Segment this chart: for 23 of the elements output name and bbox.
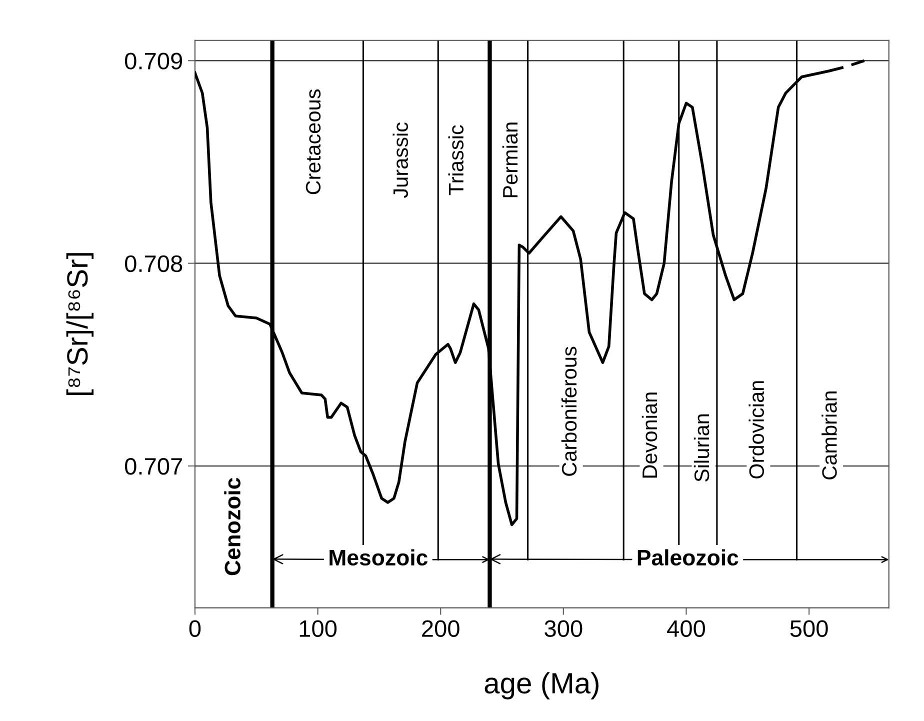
annotation: Triassic	[448, 125, 464, 196]
y-axis-title: [⁸⁷Sr]/[⁸⁶Sr]	[66, 253, 94, 396]
x-tick-label: 300	[544, 620, 582, 637]
annotation: Silurian	[694, 414, 710, 482]
x-tick-label: 200	[422, 620, 460, 637]
x-tick-label: 500	[790, 620, 828, 637]
annotation: Cambrian	[822, 392, 837, 480]
annotation: Carboniferous	[561, 346, 577, 476]
annotation: Cenozoic	[224, 478, 240, 576]
y-tick-label: 0.709	[125, 52, 182, 70]
annotation: Jurassic	[392, 122, 408, 198]
x-tick-label: 400	[667, 620, 706, 637]
annotation: Ordovician	[748, 381, 764, 478]
annotation: Paleozoic	[638, 549, 738, 566]
annotation: Devonian	[642, 392, 658, 478]
annotation: Cretaceous	[306, 89, 321, 194]
x-tick-label: 0	[189, 620, 201, 637]
y-tick-label: 0.708	[125, 255, 182, 272]
x-axis-title: age (Ma)	[484, 672, 598, 700]
y-tick-label: 0.707	[125, 458, 182, 475]
x-tick-label: 100	[300, 620, 337, 637]
annotation: Mesozoic	[330, 549, 428, 566]
annotation: Permian	[502, 122, 518, 198]
